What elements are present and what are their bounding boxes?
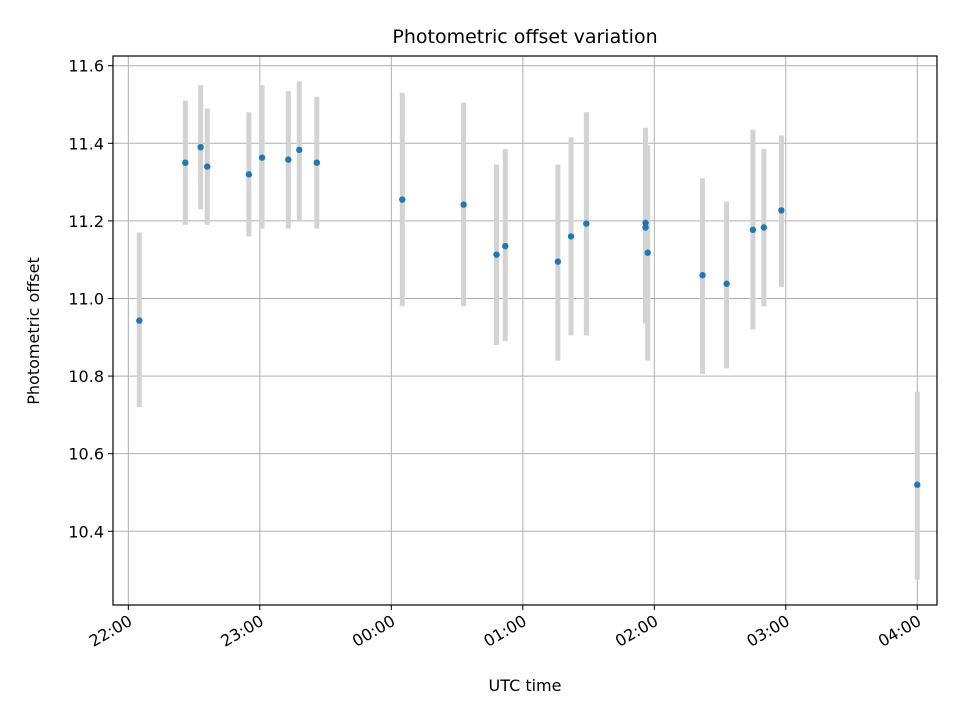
- data-point: [204, 163, 211, 170]
- data-point: [914, 481, 921, 488]
- data-point: [197, 143, 204, 151]
- data-point: [296, 146, 303, 154]
- data-point: [644, 249, 651, 256]
- data-point: [258, 154, 266, 161]
- data-point: [460, 201, 467, 208]
- data-point: [642, 219, 649, 227]
- y-axis-title: Photometric offset: [24, 257, 43, 405]
- y-tick-label: 11.6: [68, 57, 104, 76]
- data-point: [502, 242, 509, 250]
- data-point: [749, 226, 757, 234]
- data-point: [136, 317, 143, 324]
- data-point: [313, 159, 321, 166]
- y-tick-label: 11.4: [68, 134, 104, 153]
- data-point: [778, 207, 785, 214]
- y-tick-label: 10.6: [68, 445, 104, 464]
- y-tick-label: 10.4: [68, 522, 104, 541]
- data-point: [699, 272, 706, 279]
- data-point: [493, 251, 500, 258]
- data-point: [760, 224, 768, 231]
- data-point: [723, 280, 730, 287]
- data-points: [136, 143, 921, 488]
- y-tick-label: 11.0: [68, 289, 104, 308]
- y-tick-label: 10.8: [68, 367, 104, 386]
- data-point: [245, 171, 253, 178]
- data-point: [642, 224, 649, 231]
- y-tick-label: 11.2: [68, 212, 104, 231]
- data-point: [583, 220, 590, 227]
- x-axis-title: UTC time: [489, 676, 562, 695]
- data-point: [182, 159, 189, 166]
- data-point: [285, 156, 292, 163]
- plot-frame: [112, 55, 938, 606]
- chart-title: Photometric offset variation: [392, 26, 657, 48]
- data-point: [554, 258, 562, 265]
- data-point: [567, 233, 575, 240]
- data-point: [399, 196, 406, 203]
- y-axis: 10.4 10.6 10.8 11.0 11.2 11.4 11.6: [68, 57, 113, 541]
